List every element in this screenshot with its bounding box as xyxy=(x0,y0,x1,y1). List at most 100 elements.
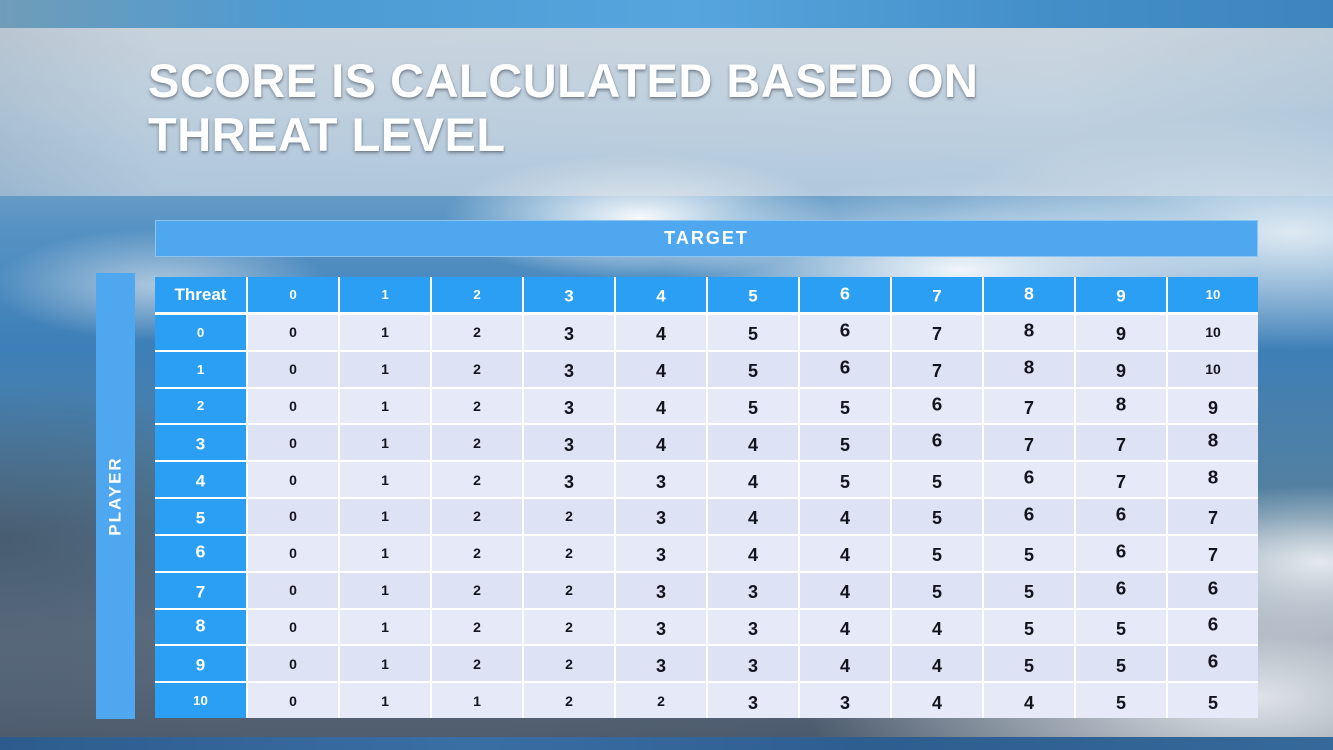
score-cell: 1 xyxy=(432,683,522,718)
score-cell: 5 xyxy=(1076,683,1166,718)
score-cell: 3 xyxy=(708,646,798,682)
score-cell: 8 xyxy=(1076,388,1166,424)
score-cell: 5 xyxy=(984,609,1074,645)
score-cell: 7 xyxy=(1168,499,1258,534)
score-cell: 4 xyxy=(800,535,890,571)
score-cell: 3 xyxy=(524,462,614,498)
score-cell: 4 xyxy=(616,425,706,461)
player-axis-band: PLAYER xyxy=(96,273,135,719)
bottom-accent-bar xyxy=(0,737,1333,750)
score-cell: 1 xyxy=(340,462,430,498)
score-cell: 6 xyxy=(1076,572,1166,608)
row-header-cell: 3 xyxy=(155,425,246,461)
score-cell: 3 xyxy=(616,572,706,608)
score-cell: 3 xyxy=(708,572,798,608)
score-cell: 0 xyxy=(248,609,338,645)
score-cell: 4 xyxy=(616,351,706,387)
score-cell: 7 xyxy=(1076,462,1166,498)
score-cell: 3 xyxy=(616,499,706,534)
score-cell: 1 xyxy=(340,351,430,387)
score-cell: 2 xyxy=(432,315,522,350)
score-cell: 7 xyxy=(1076,425,1166,461)
score-cell: 6 xyxy=(1076,499,1166,534)
score-cell: 8 xyxy=(984,351,1074,387)
score-cell: 1 xyxy=(340,572,430,608)
score-cell: 6 xyxy=(800,315,890,350)
score-cell: 4 xyxy=(892,646,982,682)
score-cell: 1 xyxy=(340,646,430,682)
score-cell: 2 xyxy=(432,388,522,424)
score-cell: 7 xyxy=(984,425,1074,461)
score-cell: 5 xyxy=(800,388,890,424)
score-cell: 3 xyxy=(616,462,706,498)
score-cell: 0 xyxy=(248,388,338,424)
score-cell: 6 xyxy=(892,425,982,461)
score-cell: 4 xyxy=(800,572,890,608)
score-cell: 5 xyxy=(1076,609,1166,645)
score-cell: 5 xyxy=(892,535,982,571)
row-header-cell: 0 xyxy=(155,315,246,350)
score-cell: 5 xyxy=(800,425,890,461)
score-cell: 1 xyxy=(340,425,430,461)
table-header-row: Threat 0 1 2 3 4 5 6 7 8 9 1 0 xyxy=(155,277,1258,312)
column-header-cell: 6 xyxy=(800,277,890,312)
score-cell: 4 xyxy=(708,499,798,534)
score-cell: 3 xyxy=(524,388,614,424)
score-cell: 1 xyxy=(340,388,430,424)
row-header-cell: 4 xyxy=(155,462,246,498)
target-axis-band: TARGET xyxy=(155,220,1258,257)
score-cell: 2 xyxy=(432,425,522,461)
score-cell: 6 xyxy=(1168,609,1258,645)
score-cell: 7 xyxy=(984,388,1074,424)
row-header-cell: 9 xyxy=(155,646,246,682)
top-accent-bar xyxy=(0,0,1333,28)
title-band: SCORE IS CALCULATED BASED ON THREAT LEVEL xyxy=(0,28,1333,196)
score-cell: 3 xyxy=(524,425,614,461)
score-cell: 3 xyxy=(524,315,614,350)
score-cell: 0 xyxy=(248,572,338,608)
score-cell: 4 xyxy=(800,646,890,682)
score-cell: 4 xyxy=(800,499,890,534)
score-cell: 8 xyxy=(1168,425,1258,461)
score-cell: 5 xyxy=(708,388,798,424)
score-cell: 5 xyxy=(1076,646,1166,682)
score-cell: 8 xyxy=(984,315,1074,350)
score-cell: 3 xyxy=(616,609,706,645)
score-cell: 1 xyxy=(340,609,430,645)
row-header-cell: 6 xyxy=(155,535,246,571)
score-cell: 2 xyxy=(432,646,522,682)
score-cell: 6 xyxy=(892,388,982,424)
score-cell: 4 xyxy=(800,609,890,645)
score-cell: 9 xyxy=(1168,388,1258,424)
score-cell: 0 xyxy=(248,462,338,498)
corner-header-cell: Threat xyxy=(155,277,246,312)
score-cell: 6 xyxy=(984,462,1074,498)
score-cell: 2 xyxy=(432,351,522,387)
score-cell: 6 xyxy=(1168,572,1258,608)
score-cell: 5 xyxy=(892,499,982,534)
score-cell: 8 xyxy=(1168,462,1258,498)
score-cell: 2 xyxy=(524,683,614,718)
score-cell: 1 xyxy=(340,683,430,718)
score-cell: 5 xyxy=(708,351,798,387)
score-cell: 3 xyxy=(524,351,614,387)
row-header-cell: 8 xyxy=(155,609,246,645)
score-cell: 2 xyxy=(524,499,614,534)
column-header-cell: 2 xyxy=(432,277,522,312)
score-cell: 5 xyxy=(708,315,798,350)
score-cell: 4 xyxy=(616,388,706,424)
column-header-cell: 3 xyxy=(524,277,614,312)
player-axis-label: PLAYER xyxy=(105,456,125,536)
score-cell: 5 xyxy=(892,462,982,498)
score-cell: 0 xyxy=(248,499,338,534)
score-cell: 0 xyxy=(248,646,338,682)
title-line-2: THREAT LEVEL xyxy=(148,108,506,161)
slide-title: SCORE IS CALCULATED BASED ON THREAT LEVEL xyxy=(0,28,1333,162)
column-header-cell: 8 xyxy=(984,277,1074,312)
score-cell: 5 xyxy=(984,535,1074,571)
score-cell: 5 xyxy=(984,572,1074,608)
score-cell: 0 xyxy=(248,683,338,718)
score-cell: 4 xyxy=(892,609,982,645)
